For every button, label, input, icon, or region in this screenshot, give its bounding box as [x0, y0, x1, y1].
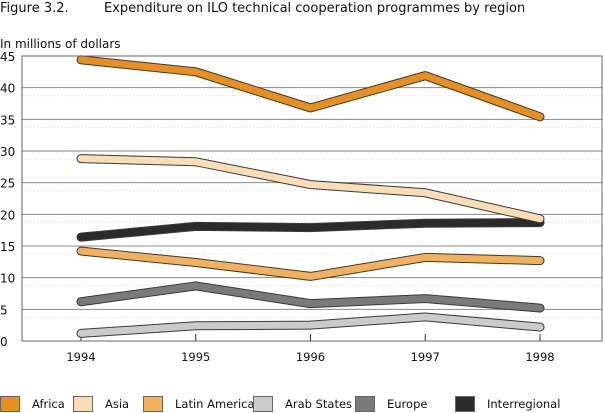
x-tick-label: 1996 — [296, 350, 325, 364]
legend-label: Europe — [387, 397, 428, 411]
legend-label: Interregional — [487, 397, 561, 411]
legend-swatch — [455, 396, 475, 412]
series-outline — [76, 154, 545, 224]
series-arab-states — [76, 312, 545, 338]
figure-title-text: Expenditure on ILO technical cooperation… — [104, 1, 526, 16]
y-tick-label: 20 — [0, 208, 15, 222]
legend-swatch — [355, 396, 375, 412]
y-tick-label: 0 — [0, 335, 8, 349]
legend-swatch — [73, 396, 93, 412]
x-tick-label: 1995 — [181, 350, 210, 364]
legend-swatch — [143, 396, 163, 412]
y-tick-label: 30 — [0, 145, 15, 159]
series-asia — [76, 154, 545, 224]
legend-item-arab-states: Arab States — [253, 396, 352, 412]
y-tick-label: 25 — [0, 177, 15, 191]
legend-item-asia: Asia — [73, 396, 129, 412]
y-tick-label: 35 — [0, 113, 15, 127]
x-tick-label: 1997 — [411, 350, 440, 364]
legend-label: Asia — [105, 397, 130, 411]
legend-item-latin-america: Latin America — [143, 396, 255, 412]
legend: Africa Asia Latin America Arab States Europe… — [0, 396, 603, 412]
series-line-europe — [77, 282, 544, 312]
x-tick-label: 1998 — [525, 350, 554, 364]
legend-swatch — [0, 396, 20, 412]
legend-swatch — [253, 396, 273, 412]
x-tick-labels: 1994 1995 1996 1997 1998 — [66, 334, 555, 364]
legend-label: Arab States — [285, 397, 353, 411]
plot-frame — [21, 55, 603, 342]
series-interregional — [76, 218, 545, 242]
legend-item-europe: Europe — [355, 396, 427, 412]
y-tick-label: 5 — [0, 303, 8, 317]
y-tick-label: 45 — [0, 50, 15, 64]
y-tick-label: 15 — [0, 240, 15, 254]
series-latin-america — [76, 246, 545, 281]
series-lines — [76, 55, 545, 338]
y-axis-label: In millions of dollars — [0, 37, 121, 51]
legend-item-interregional: Interregional — [455, 396, 560, 412]
figure-title: Figure 3.2. Expenditure on ILO technical … — [0, 1, 525, 16]
y-tick-label: 40 — [0, 82, 15, 96]
legend-label: Latin America — [175, 397, 255, 411]
series-europe — [76, 281, 545, 313]
figure-number: Figure 3.2. — [0, 1, 69, 16]
legend-item-africa: Africa — [0, 396, 65, 412]
series-africa — [76, 55, 545, 122]
y-tick-labels: 0 5 10 15 20 25 30 35 40 45 — [0, 50, 15, 349]
line-chart: 0 5 10 15 20 25 30 35 40 45 1994 1995 1996 1997 1998 — [0, 50, 603, 364]
legend-label: Africa — [32, 397, 65, 411]
x-tick-label: 1994 — [66, 350, 95, 364]
y-tick-label: 10 — [0, 272, 15, 286]
